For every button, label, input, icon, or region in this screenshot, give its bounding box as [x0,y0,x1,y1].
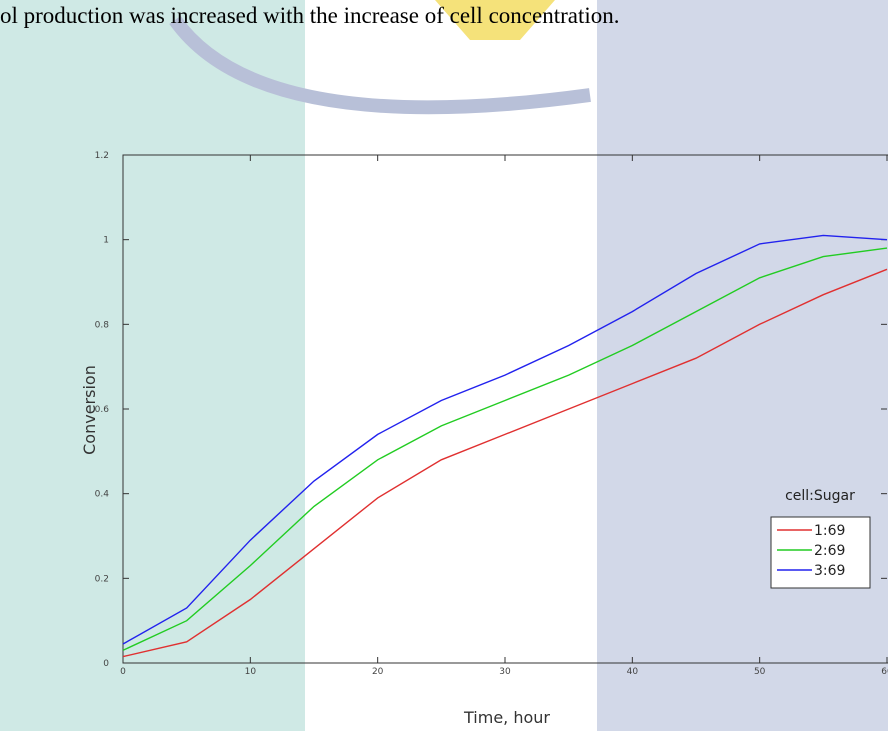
y-axis-label: Conversion [80,365,99,455]
y-tick-label: 1 [103,236,109,246]
y-tick-label: 0.6 [95,405,110,415]
x-tick-label: 50 [754,667,766,677]
y-tick-label: 1.2 [95,151,109,161]
y-tick-label: 0 [103,659,109,669]
data-line [122,268,888,658]
legend-label: 1:69 [814,523,845,539]
legend-label: 2:69 [814,543,845,559]
watermark-band [0,0,305,731]
y-tick-label: 0.8 [95,320,110,330]
watermark-band [597,0,888,731]
x-tick-label: 30 [499,667,511,677]
x-tick-label: 0 [120,667,126,677]
legend-label: 3:69 [814,563,845,579]
body-text: ol production was increased with the inc… [0,3,619,28]
x-axis-label: Time, hour [463,708,550,727]
x-tick-label: 60 [881,667,888,677]
data-line [122,247,888,651]
data-line [122,234,888,645]
x-tick-label: 40 [627,667,639,677]
y-tick-label: 0.2 [95,574,109,584]
y-tick-label: 0.4 [95,490,110,500]
legend-title: cell:Sugar [785,488,855,504]
x-tick-label: 10 [245,667,257,677]
watermark-arc [169,15,591,115]
watermark-shape [435,0,555,40]
x-tick-label: 20 [372,667,384,677]
legend-box [770,516,871,589]
